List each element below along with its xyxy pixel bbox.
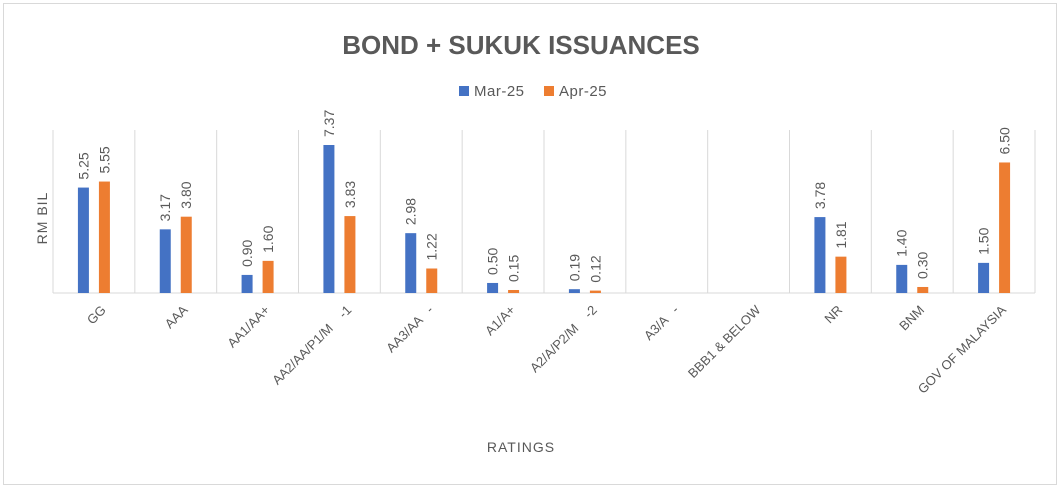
- legend-swatch-mar-25: [459, 86, 469, 96]
- category-gridlines: [52, 130, 1036, 293]
- data-label-mar-25: 7.37: [321, 110, 337, 137]
- data-label-mar-25: 3.78: [812, 182, 828, 209]
- x-axis-title: RATINGS: [487, 439, 555, 455]
- x-tick-label: BNM: [896, 302, 927, 333]
- data-label-mar-25: 0.19: [566, 254, 582, 281]
- data-label-apr-25: 1.60: [260, 225, 276, 252]
- x-tick-label: GOV OF MALAYSIA: [915, 302, 1009, 396]
- legend: Mar-25 Apr-25: [459, 83, 607, 100]
- data-label-mar-25: 3.17: [157, 194, 173, 221]
- data-label-apr-25: 5.55: [96, 146, 112, 173]
- data-label-mar-25: 1.40: [894, 229, 910, 256]
- data-label-mar-25: 2.98: [403, 198, 419, 225]
- bar-mar-25: [77, 187, 89, 293]
- x-tick-labels: GG AAA AA1/AA+AA2/AA/P1/M -1 AA3/AA - A1/A+ A…: [84, 302, 1009, 397]
- data-label-apr-25: 3.80: [178, 181, 194, 208]
- chart-title: BOND + SUKUK ISSUANCES: [342, 30, 700, 60]
- legend-label-apr-25: Apr-25: [559, 83, 607, 100]
- x-tick-label: AAA: [162, 302, 191, 331]
- bar-mar-25: [568, 289, 580, 293]
- x-tick-label: A2/A/P2/M -2: [527, 302, 600, 375]
- bar-mar-25: [159, 229, 171, 293]
- data-label-apr-25: 0.30: [915, 252, 931, 279]
- bar-apr-25: [98, 181, 110, 293]
- bar-mar-25: [978, 262, 990, 293]
- data-label-apr-25: 6.50: [997, 127, 1013, 154]
- bar-mar-25: [323, 145, 335, 293]
- bar-apr-25: [835, 256, 847, 293]
- data-label-mar-25: 1.50: [976, 227, 992, 254]
- data-label-mar-25: 5.25: [75, 152, 91, 179]
- x-tick-label: AA2/AA/P1/M -1: [269, 302, 354, 387]
- bar-apr-25: [426, 268, 438, 293]
- bar-mar-25: [896, 264, 908, 293]
- bar-mar-25: [814, 217, 826, 293]
- data-label-apr-25: 0.12: [587, 255, 603, 282]
- x-tick-label: A3/A -: [641, 302, 682, 343]
- bar-apr-25: [180, 216, 192, 293]
- data-label-apr-25: 0.15: [506, 255, 522, 282]
- bars: [77, 145, 1011, 293]
- data-label-apr-25: 3.83: [342, 181, 358, 208]
- bar-mar-25: [487, 282, 499, 293]
- data-label-apr-25: 1.81: [833, 221, 849, 248]
- bar-apr-25: [917, 286, 929, 293]
- x-tick-label: A1/A+: [482, 302, 518, 338]
- bar-mar-25: [405, 233, 417, 293]
- x-tick-label: NR: [821, 302, 845, 326]
- chart-frame: [3, 3, 1057, 485]
- data-label-mar-25: 0.50: [485, 247, 501, 274]
- data-labels: 5.25 3.17 0.90 7.37 2.98 0.50 0.19 3.78 1.40 1.50…: [75, 110, 1012, 283]
- bar-apr-25: [508, 289, 520, 293]
- x-tick-label: AA3/AA -: [383, 302, 436, 355]
- bar-mar-25: [241, 274, 253, 293]
- legend-swatch-apr-25: [544, 86, 554, 96]
- bar-apr-25: [262, 260, 274, 293]
- data-label-mar-25: 0.90: [239, 239, 255, 266]
- x-tick-label: AA1/AA+: [224, 302, 272, 350]
- bar-apr-25: [589, 290, 601, 293]
- legend-label-mar-25: Mar-25: [474, 83, 525, 100]
- bar-apr-25: [344, 216, 356, 293]
- x-tick-label: BBB1 & BELOW: [685, 302, 764, 381]
- data-label-apr-25: 1.22: [424, 233, 440, 260]
- bar-apr-25: [999, 162, 1011, 293]
- x-tick-label: GG: [84, 302, 109, 327]
- y-axis-title: RM BIL: [34, 192, 50, 245]
